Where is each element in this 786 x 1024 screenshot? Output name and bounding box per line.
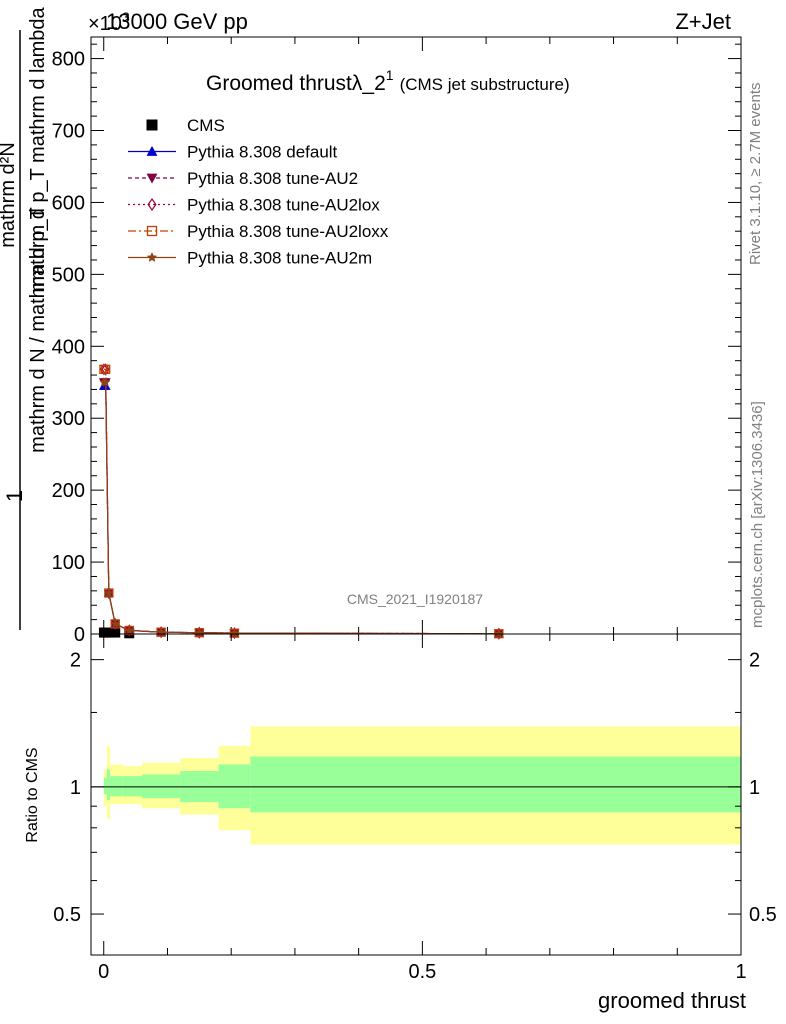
ratio-ytick-label-0: 0.5 — [53, 904, 81, 926]
legend-label-au2m: Pythia 8.308 tune-AU2m — [187, 249, 372, 268]
main-ytick-label-8: 800 — [52, 49, 85, 71]
point-au2m-6 — [194, 627, 205, 637]
legend-marker-au2loxx — [146, 225, 158, 237]
legend-marker-default — [146, 146, 158, 156]
ratio-band-inner-4 — [141, 774, 181, 799]
legend-marker-au2m — [146, 252, 158, 262]
legend-label-cms: CMS — [187, 116, 225, 135]
point-au2m-3 — [110, 618, 120, 628]
ratio-band-inner-2 — [110, 776, 123, 797]
ratio-ytick-label-right-0: 0.5 — [749, 904, 777, 926]
analysis-watermark: CMS_2021_I1920187 — [347, 591, 483, 607]
header-left: 13000 GeV pp — [106, 9, 248, 34]
main-ytick-label-1: 100 — [52, 552, 85, 574]
ratio-band-inner-6 — [218, 764, 251, 809]
svg-text:1: 1 — [2, 490, 27, 502]
x-axis-label: groomed thrust — [598, 988, 746, 1013]
main-ytick-label-3: 300 — [52, 408, 85, 430]
main-ytick-label-0: 0 — [74, 624, 85, 646]
point-au2m-4 — [124, 625, 134, 635]
legend-label-default: Pythia 8.308 default — [187, 143, 338, 162]
ratio-ytick-label-2: 2 — [70, 650, 81, 672]
mcplots-reference: mcplots.cern.ch [arXiv:1306.3436] — [749, 401, 766, 628]
ratio-ylabel: Ratio to CMS — [24, 747, 41, 842]
ratio-band-inner-3 — [122, 776, 142, 797]
main-ytick-label-5: 500 — [52, 264, 85, 286]
x-tick-label-1: 0.5 — [408, 961, 436, 983]
main-ytick-label-2: 200 — [52, 480, 85, 502]
point-au2m-2 — [104, 588, 114, 597]
point-au2m-7 — [229, 628, 240, 638]
legend-label-au2lox: Pythia 8.308 tune-AU2lox — [187, 196, 380, 215]
x-tick-label-0: 0 — [98, 961, 109, 983]
ratio-band-inner-7 — [250, 756, 741, 813]
legend-item-default: Pythia 8.308 default — [128, 143, 338, 162]
main-ytick-label-6: 600 — [52, 192, 85, 214]
series-au2m — [99, 377, 504, 638]
legend-label-au2: Pythia 8.308 tune-AU2 — [187, 169, 358, 188]
main-plot-panel: 0 100 200 300 400 500 600 700 800 — [52, 36, 742, 646]
point-cms-2 — [103, 627, 114, 638]
ratio-plot-panel: 0 0.5 1 0.5 0.5 1 1 2 2 — [53, 633, 777, 983]
legend-label-au2loxx: Pythia 8.308 tune-AU2loxx — [187, 222, 389, 241]
legend-item-cms: CMS — [146, 116, 225, 135]
x-tick-label-2: 1 — [735, 961, 746, 983]
legend-item-au2: Pythia 8.308 tune-AU2 — [128, 169, 358, 188]
legend-item-au2m: Pythia 8.308 tune-AU2m — [128, 249, 372, 268]
main-ytick-label-4: 400 — [52, 336, 85, 358]
point-au2m-5 — [156, 627, 166, 637]
main-ylabel: 1 mathrm d N / mathrm d p_T mathrm d²N m… — [0, 6, 49, 630]
rivet-version: Rivet 3.1.10, ≥ 2.7M events — [747, 83, 764, 266]
legend-marker-au2lox — [147, 197, 157, 212]
ratio-frame — [90, 633, 742, 956]
ratio-ytick-label-right-1: 1 — [749, 777, 760, 799]
legend-marker-cms — [146, 119, 158, 131]
ratio-ytick-label-1: 1 — [70, 777, 81, 799]
point-cms-3 — [110, 627, 121, 638]
main-ytick-label-7: 700 — [52, 121, 85, 143]
svg-text:mathrm d²N: mathrm d²N — [0, 142, 19, 248]
legend-item-au2lox: Pythia 8.308 tune-AU2lox — [128, 196, 380, 215]
svg-text:mathrm d N / mathrm d p_T: mathrm d N / mathrm d p_T — [27, 207, 49, 453]
ratio-band-inner-0 — [103, 777, 107, 795]
legend-item-au2loxx: Pythia 8.308 tune-AU2loxx — [128, 222, 389, 241]
exponent-label: ×103 — [88, 9, 130, 35]
header-right: Z+Jet — [675, 9, 731, 34]
svg-text:mathrm d p_T mathrm d lambda: mathrm d p_T mathrm d lambda — [27, 6, 49, 292]
legend: CMS Pythia 8.308 default Pythia 8.308 tune… — [128, 116, 389, 268]
point-au2loxx-1 — [101, 364, 111, 374]
legend-marker-au2 — [146, 173, 158, 184]
plot-title: Groomed thrustλ_21 (CMS jet substructure) — [206, 67, 570, 95]
point-au2m-1 — [100, 377, 111, 387]
point-au2m-8 — [494, 628, 504, 638]
ratio-band-inner-1 — [106, 769, 111, 801]
ratio-ytick-label-right-2: 2 — [749, 650, 760, 672]
